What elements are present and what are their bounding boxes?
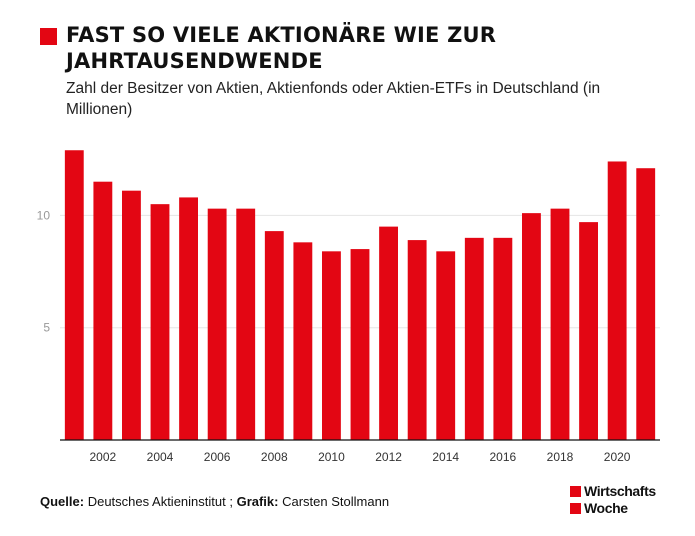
bar-2021 [636, 168, 656, 440]
x-tick-label: 2020 [604, 450, 631, 464]
x-tick-label: 2004 [147, 450, 174, 464]
title-block: FAST SO VIELE AKTIONÄRE WIE ZUR JAHRTAUS… [40, 22, 680, 74]
logo-line1: Wirtschafts [584, 483, 656, 499]
bar-2006 [207, 208, 227, 440]
bar-2003 [122, 190, 141, 440]
bar-2018 [550, 208, 570, 440]
x-tick-label: 2012 [375, 450, 402, 464]
source-quelle-value: Deutsches Aktieninstitut ; [87, 494, 233, 509]
bar-chart: 5 10 2002 2004 2006 2008 2010 2012 2014 2016 2018 2… [37, 150, 660, 464]
y-tick-label: 10 [37, 208, 51, 222]
x-tick-label: 2002 [90, 450, 117, 464]
source-quelle-label: Quelle: [40, 494, 85, 509]
bar-2012 [379, 226, 398, 440]
logo-square-icon [570, 486, 581, 497]
bar-2002 [93, 181, 113, 440]
chart-title: FAST SO VIELE AKTIONÄRE WIE ZUR JAHRTAUS… [66, 23, 497, 73]
logo-square-icon [570, 503, 581, 514]
x-tick-label: 2018 [547, 450, 574, 464]
source-grafik-label: Grafik: [236, 494, 279, 509]
bar-2008 [264, 231, 284, 440]
y-tick-label: 5 [43, 321, 50, 335]
bar-2020 [607, 161, 627, 440]
x-tick-label: 2010 [318, 450, 345, 464]
wirtschaftswoche-logo: Wirtschafts Woche [570, 483, 660, 517]
bar-2005 [179, 197, 198, 440]
bar-2004 [150, 204, 170, 440]
bar-2017 [522, 213, 541, 440]
bar-2013 [407, 240, 427, 440]
bar-2010 [322, 251, 341, 440]
logo-line2: Woche [584, 500, 628, 516]
bar-2016 [493, 237, 513, 440]
x-tick-label: 2014 [432, 450, 459, 464]
bar-2014 [436, 251, 456, 440]
title-marker-square [40, 28, 57, 45]
bar-2007 [236, 208, 256, 440]
source-grafik-value: Carsten Stollmann [282, 494, 390, 509]
chart-subtitle: Zahl der Besitzer von Aktien, Aktienfond… [66, 80, 601, 118]
bar-2019 [579, 222, 598, 440]
x-tick-label: 2006 [204, 450, 231, 464]
bar-2001 [64, 150, 84, 440]
bar-2011 [350, 249, 370, 440]
x-tick-label: 2016 [490, 450, 517, 464]
x-tick-label: 2008 [261, 450, 288, 464]
bar-2009 [293, 242, 313, 440]
bar-2015 [464, 237, 484, 440]
source-line: Quelle: Deutsches Aktieninstitut ; Grafi… [40, 494, 389, 509]
